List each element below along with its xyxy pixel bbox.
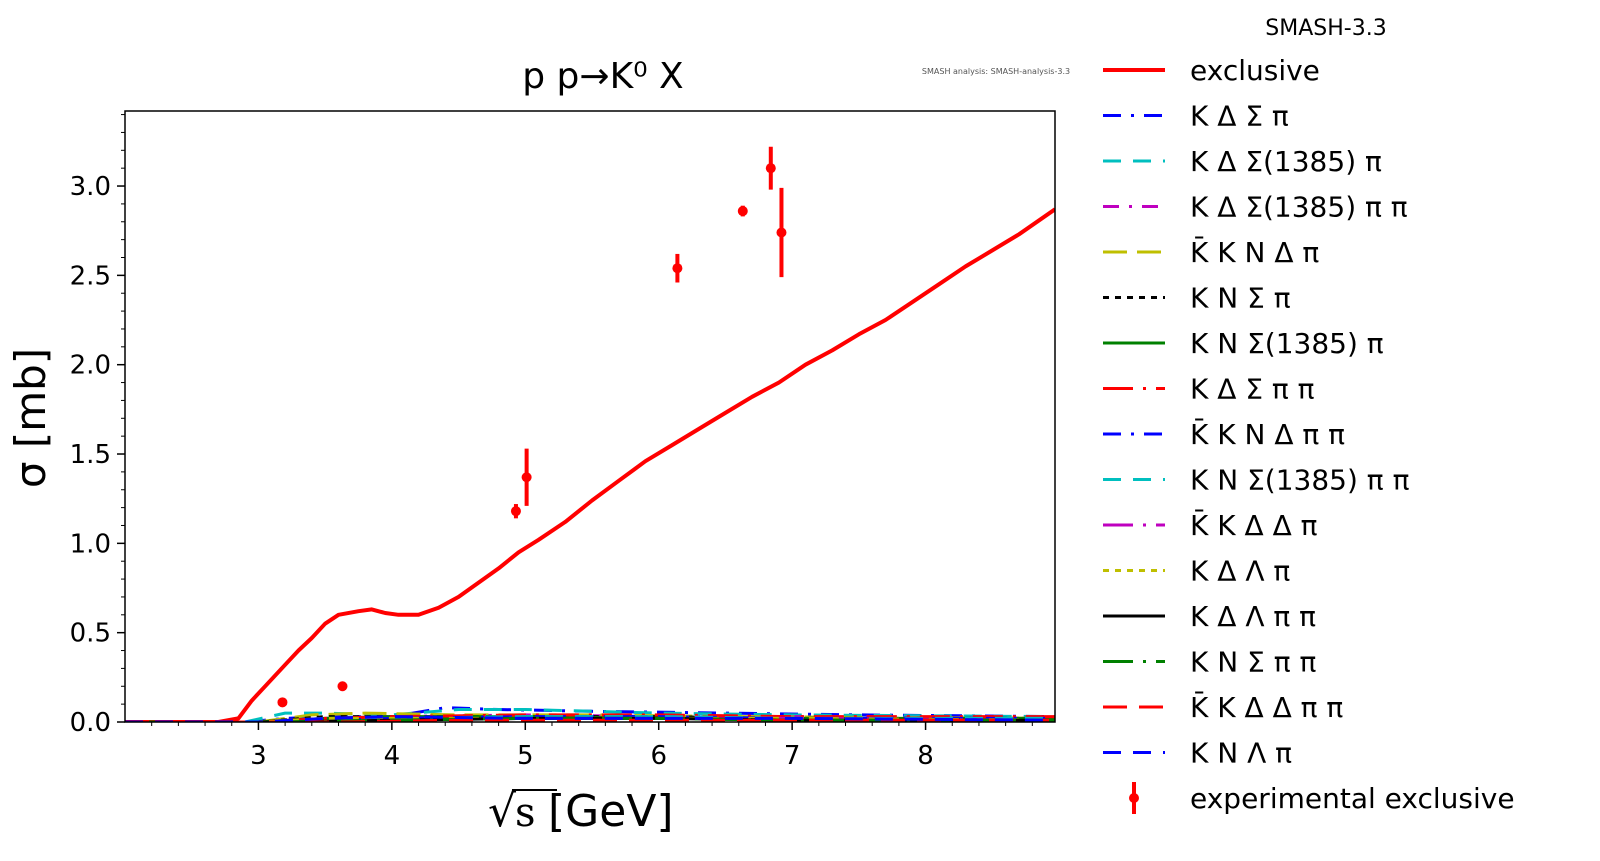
legend-label-2: K Δ Σ π xyxy=(1190,100,1289,133)
x-axis-label-variable: s xyxy=(515,790,536,836)
series-line-1-exclusive xyxy=(125,207,1055,722)
x-tick-label-3: 3 xyxy=(250,741,267,771)
x-tick-label-5: 5 xyxy=(517,741,534,771)
series-line-8-k xyxy=(125,713,1055,722)
legend-label-14: K N Σ π π xyxy=(1190,646,1316,679)
series-line-3-k-1385 xyxy=(125,708,1055,722)
exp-point-1 xyxy=(277,697,288,708)
y-axis: 0.0 0.5 1.0 1.5 2.0 2.5 3.0 xyxy=(70,114,125,738)
x-tick-label-6: 6 xyxy=(650,741,667,771)
y-tick-label-3: 1.5 xyxy=(70,440,111,470)
exp-point-8 xyxy=(776,227,787,238)
legend-label-10: K N Σ(1385) π π xyxy=(1190,464,1410,497)
exp-point-6 xyxy=(737,206,748,217)
y-tick-label-4: 2.0 xyxy=(70,351,111,381)
y-tick-label-1: 0.5 xyxy=(70,619,111,649)
x-axis-label-unit: [GeV] xyxy=(548,786,674,837)
legend-label-1: exclusive xyxy=(1190,54,1320,87)
x-tick-label-4: 4 xyxy=(384,741,401,771)
chart-title: p p→K⁰ X xyxy=(522,56,683,97)
exp-point-5 xyxy=(672,263,683,274)
legend-label-13: K Δ Λ π π xyxy=(1190,600,1316,633)
exp-point-4 xyxy=(521,472,532,483)
x-axis-label-radical: √ xyxy=(488,786,517,837)
legend-title: SMASH-3.3 xyxy=(1265,16,1386,41)
y-tick-label-0: 0.0 xyxy=(70,708,111,738)
legend-label-11: K̄ K Δ Δ π xyxy=(1190,508,1318,542)
legend-label-6: K N Σ π xyxy=(1190,282,1291,315)
legend-label-15: K̄ K Δ Δ π π xyxy=(1190,690,1343,724)
legend-label-4: K Δ Σ(1385) π π xyxy=(1190,191,1408,224)
series-layer xyxy=(125,207,1055,722)
analysis-watermark: SMASH analysis: SMASH-analysis-3.3 xyxy=(922,67,1070,76)
legend-label-experimental: experimental exclusive xyxy=(1190,782,1515,815)
legend-label-16: K N Λ π xyxy=(1190,737,1292,770)
legend-label-3: K Δ Σ(1385) π xyxy=(1190,145,1382,178)
legend-label-8: K Δ Σ π π xyxy=(1190,373,1315,406)
legend-label-5: K̄ K N Δ π xyxy=(1190,235,1319,269)
y-tick-label-6: 3.0 xyxy=(70,172,111,202)
plot-frame xyxy=(124,110,1056,723)
x-axis-label: √ s [GeV] xyxy=(488,786,674,837)
exp-point-2 xyxy=(337,681,348,692)
legend-label-7: K N Σ(1385) π xyxy=(1190,327,1384,360)
exp-point-3 xyxy=(510,506,521,517)
legend-swatch-experimental-dot xyxy=(1129,793,1139,803)
exp-point-7 xyxy=(765,163,776,174)
x-tick-label-7: 7 xyxy=(784,741,801,771)
legend: SMASH-3.3 exclusive K Δ Σ π K Δ Σ(1385) π K… xyxy=(1103,16,1515,815)
x-axis: 3 4 5 6 7 8 xyxy=(151,722,1033,771)
series-line-16-k-n xyxy=(125,715,1055,722)
legend-label-12: K Δ Λ π xyxy=(1190,555,1290,588)
experimental-points xyxy=(277,146,787,708)
legend-label-9: K̄ K N Δ π π xyxy=(1190,417,1345,451)
x-tick-label-8: 8 xyxy=(917,741,934,771)
y-tick-label-5: 2.5 xyxy=(70,261,111,291)
y-axis-label: σ [mb] xyxy=(6,348,55,488)
y-tick-label-2: 1.0 xyxy=(70,529,111,559)
